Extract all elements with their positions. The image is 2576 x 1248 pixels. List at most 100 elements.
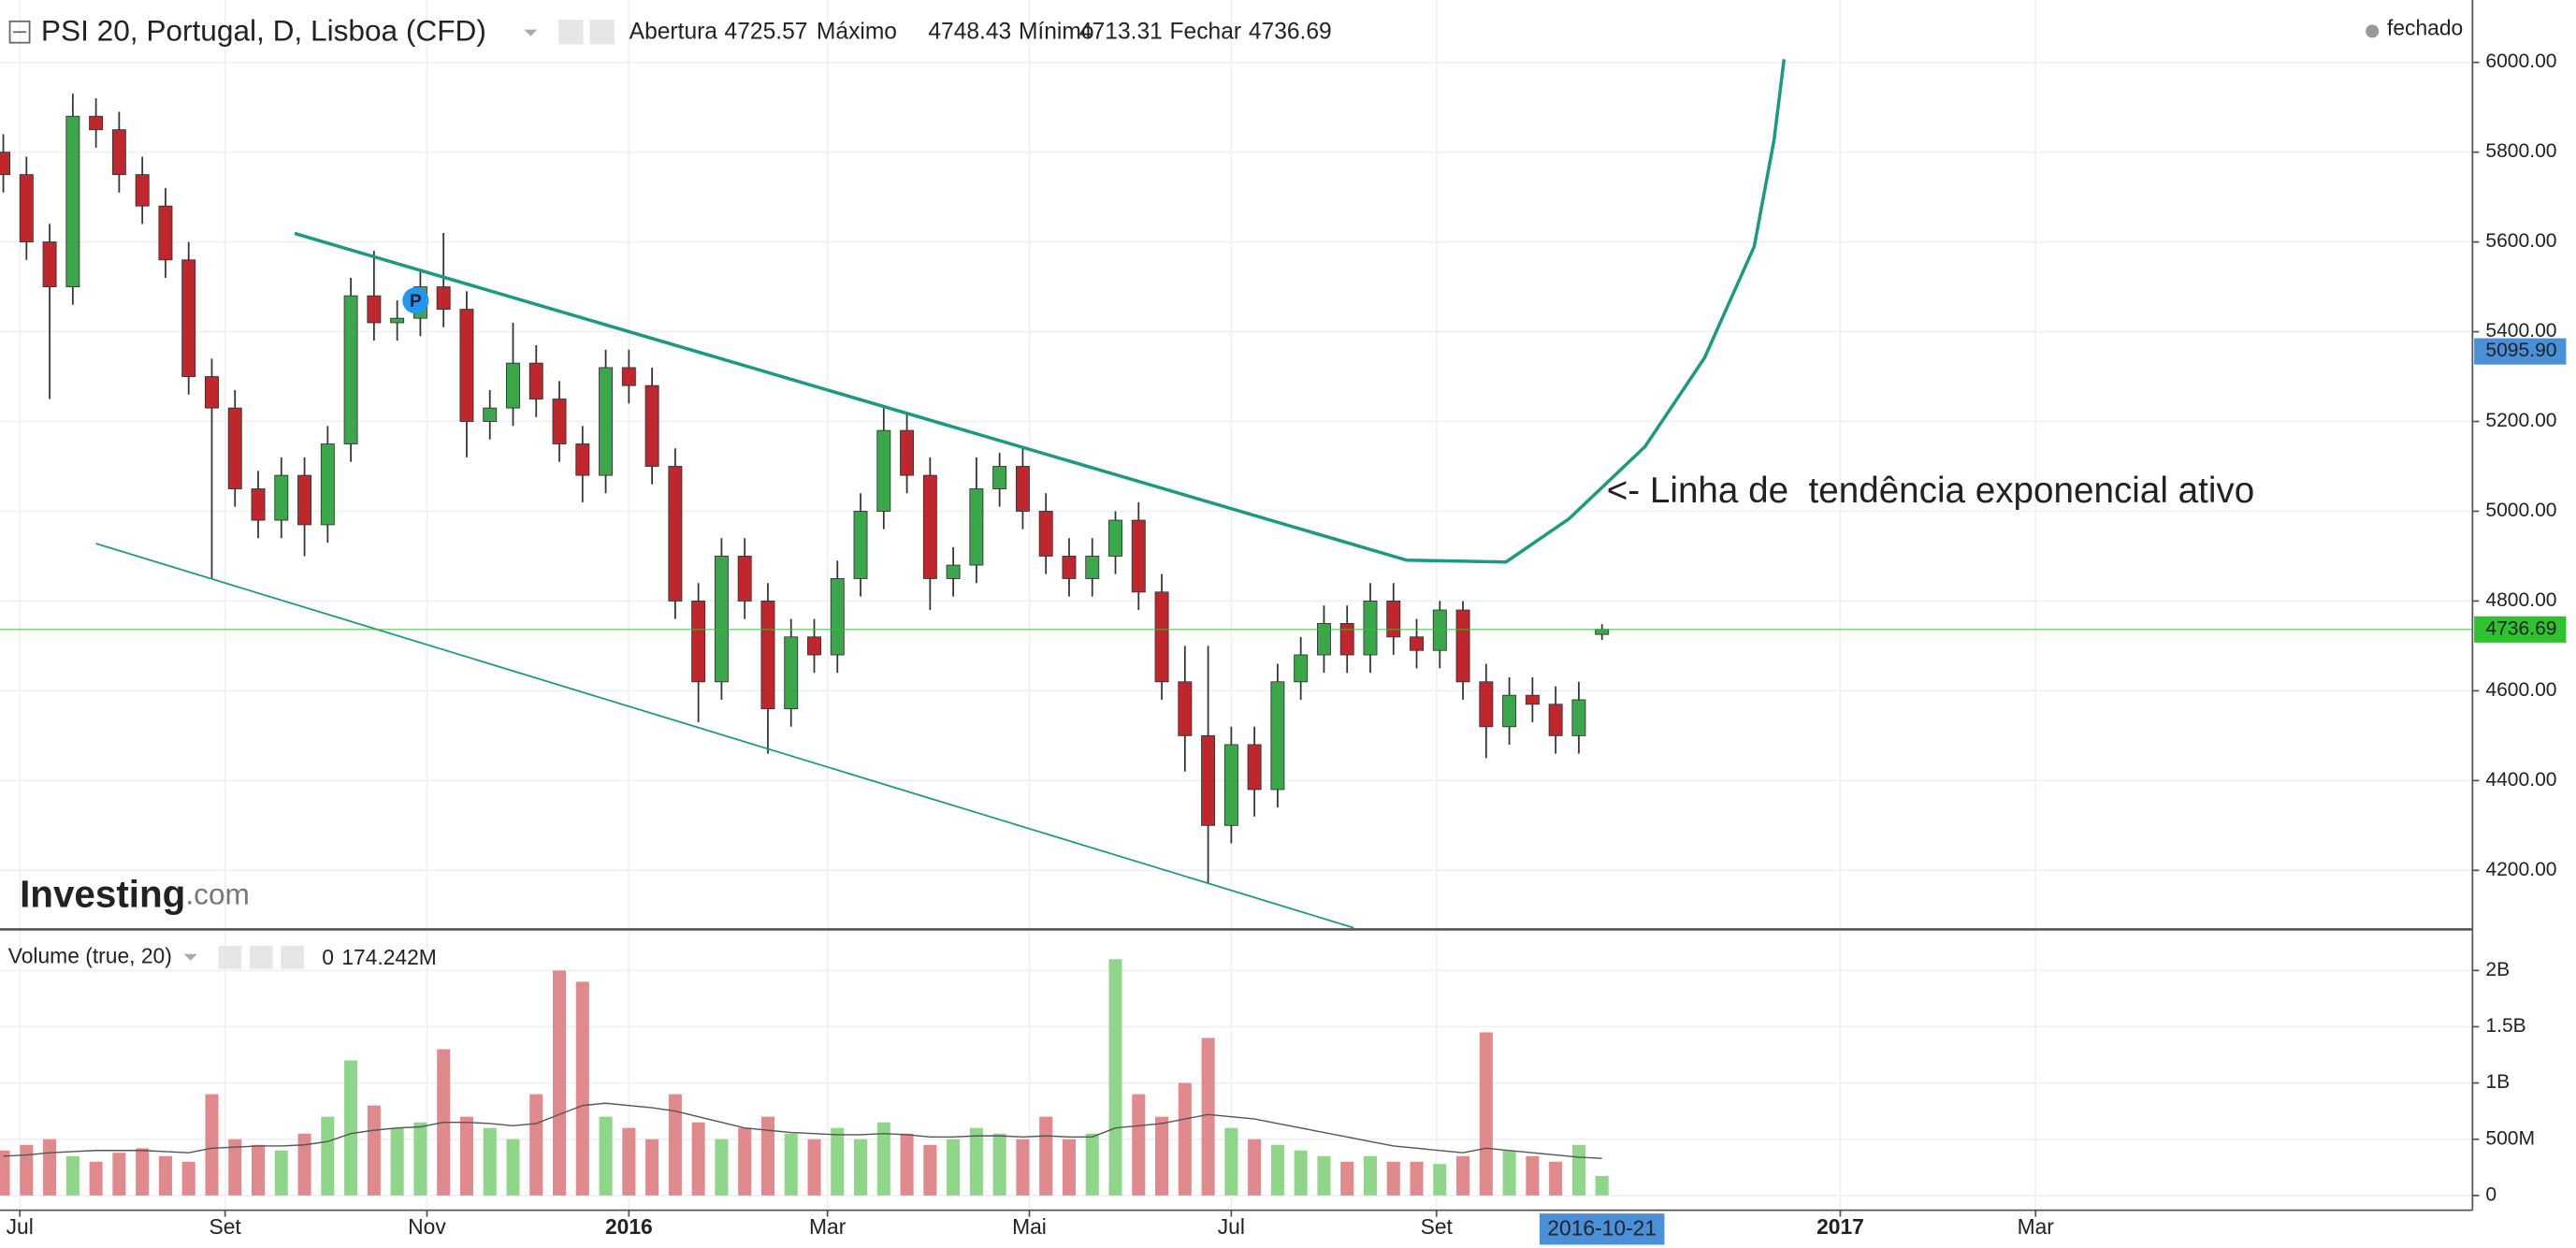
candle-body [900,429,915,476]
volume-bar [251,1144,266,1196]
candle-body [19,174,34,243]
candle-body [1154,591,1169,683]
volume-bar [228,1139,242,1196]
candle-body [1223,744,1238,826]
settings-icon[interactable] [218,946,242,969]
volume-bar [969,1127,983,1196]
settings-icon[interactable] [558,20,584,45]
volume-bar [1248,1139,1262,1196]
x-tick-label: Mai [1012,1214,1047,1239]
candle-body [1270,681,1285,791]
candle-body [575,443,590,476]
candle-body [297,474,312,526]
volume-bar [854,1139,868,1196]
volume-bar [1595,1175,1609,1196]
volume-bar [876,1122,890,1196]
volume-bar [807,1139,821,1196]
event-marker[interactable] [402,287,429,314]
volume-bar [112,1153,126,1196]
close-icon[interactable] [281,946,304,969]
volume-bar [0,1150,10,1196]
x-tick-label: Mar [809,1214,847,1239]
candle-body [1525,694,1540,705]
candle-body [1339,622,1354,656]
candle-body [320,443,335,526]
trend-line [95,543,1354,929]
price-marker-label: 5095.90 [2485,340,2556,361]
volume-bar [20,1144,34,1196]
volume-bar [158,1155,172,1196]
x-tick-label: Jul [7,1214,34,1239]
candle-body [1247,744,1262,791]
settings-icon[interactable] [589,20,615,45]
candle-body [251,488,266,521]
candle-body [876,429,891,512]
candle-body [42,241,57,288]
candle-body [599,367,614,476]
y-tick-label: 5800.00 [2485,140,2556,162]
candle-body [65,115,80,288]
y-tick-label: 0 [2485,1183,2496,1205]
volume-bar [1502,1150,1516,1196]
volume-bar [1386,1161,1400,1196]
date-marker-box [1539,1213,1665,1245]
candle-body [1502,694,1517,728]
volume-bar [1526,1155,1540,1196]
candle-body [528,362,543,399]
y-tick-label: 6000.00 [2485,51,2556,72]
candle-body [1201,734,1216,826]
volume-bar [506,1139,520,1196]
volume-bar [831,1127,845,1196]
candle-body [760,600,775,710]
volume-bar [1479,1032,1493,1196]
candle-body [853,511,868,579]
candle-body [1062,556,1077,579]
x-tick-label: 2016 [605,1214,653,1239]
candle-body [1294,654,1309,683]
volume-bar [1410,1161,1424,1196]
volume-bar [205,1094,219,1196]
x-tick-label: Jul [1218,1214,1245,1239]
candle-body [274,474,289,521]
chart-title: PSI 20, Portugal, D, Lisboa (CFD) [41,13,486,47]
candle-body [205,376,219,409]
candle-body [0,152,11,176]
candle-body [436,286,451,311]
y-tick-label: 4800.00 [2485,589,2556,611]
volume-bar [321,1116,335,1196]
volume-bar [760,1116,774,1196]
volume-bar [1085,1133,1099,1196]
candle-body [1363,600,1378,656]
volume-bar [1155,1116,1169,1196]
x-tick-label: Nov [408,1214,446,1239]
price-marker-box [2474,338,2567,365]
volume-bar [784,1133,798,1196]
candle-body [483,407,498,422]
volume-bar [1016,1139,1030,1196]
x-tick-label: 2017 [1816,1214,1864,1239]
candle-body [1571,699,1586,736]
candle-body [135,174,150,207]
y-tick-label: 5400.00 [2485,320,2556,341]
y-tick-label: 5600.00 [2485,230,2556,252]
candle-body [367,295,382,324]
ohlc-label: Máximo [817,20,897,45]
volume-current: 174.242M [341,945,437,969]
collapse-icon[interactable] [8,20,31,44]
candle-body [1178,681,1193,736]
candle-body [807,636,821,656]
dropdown-caret[interactable] [524,29,538,36]
candle-body [89,115,104,131]
candle-body [1595,629,1610,635]
volume-title: Volume (true, 20) [8,943,172,967]
volume-ma-line [3,1102,1602,1159]
candle-body [1410,636,1424,651]
ohlc-value: 4736.69 [1249,20,1332,45]
candle-body [1038,511,1053,557]
settings-icon[interactable] [249,946,273,969]
candle-body [1316,622,1331,656]
ohlc-label: Mínimo [1019,20,1094,45]
volume-bar [715,1139,729,1196]
dropdown-caret[interactable] [183,953,197,961]
y-tick-label: 1.5B [2485,1015,2525,1037]
